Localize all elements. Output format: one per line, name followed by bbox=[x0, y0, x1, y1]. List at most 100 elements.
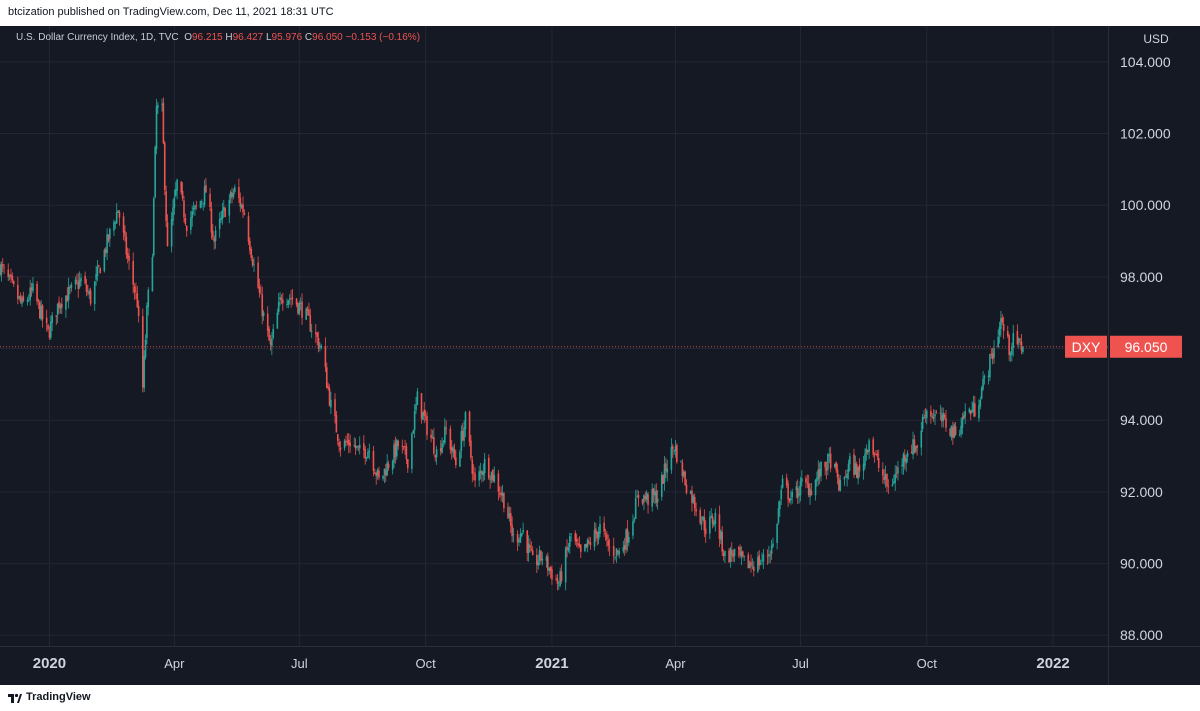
candle-body bbox=[84, 275, 86, 284]
candle-body bbox=[958, 433, 961, 435]
candle-body bbox=[750, 561, 752, 566]
candle-body bbox=[115, 212, 118, 224]
candle-body bbox=[343, 440, 346, 449]
candle-body bbox=[176, 179, 178, 191]
candle-body bbox=[404, 446, 406, 448]
candle-body bbox=[814, 479, 817, 496]
candle-body bbox=[367, 451, 369, 459]
time-tick-label: 2020 bbox=[33, 655, 66, 672]
candle-body bbox=[567, 547, 570, 551]
candle-body bbox=[335, 415, 338, 433]
candle-body bbox=[855, 464, 858, 478]
candle-body bbox=[17, 285, 19, 300]
candle-body bbox=[325, 367, 328, 388]
candle-body bbox=[829, 453, 832, 469]
candle-body bbox=[895, 472, 898, 474]
candle-body bbox=[415, 404, 417, 411]
candle-body bbox=[674, 446, 677, 452]
candle-body bbox=[1006, 331, 1009, 336]
candle-body bbox=[945, 417, 947, 428]
candle-body bbox=[663, 463, 666, 483]
candle-body bbox=[695, 508, 697, 512]
candle-body bbox=[272, 328, 275, 338]
candle-body bbox=[603, 522, 605, 532]
tradingview-logo-icon bbox=[8, 693, 22, 703]
candle-body bbox=[588, 541, 590, 543]
candle-body bbox=[482, 471, 485, 476]
candle-body bbox=[632, 521, 634, 536]
candle-body bbox=[1000, 318, 1002, 329]
candle-body bbox=[19, 296, 22, 302]
candle-body bbox=[339, 447, 342, 450]
candle-body bbox=[10, 274, 12, 278]
candle-body bbox=[498, 493, 501, 495]
candle-body bbox=[0, 264, 3, 275]
candle-body bbox=[203, 186, 206, 205]
candle-body bbox=[963, 415, 965, 419]
candle-body bbox=[721, 531, 723, 552]
candle-body bbox=[741, 551, 744, 557]
candle-body bbox=[604, 533, 607, 534]
candle-body bbox=[685, 484, 688, 494]
price-tick-label: 92.000 bbox=[1120, 484, 1163, 500]
legend: U.S. Dollar Currency Index, 1D, TVC O96.… bbox=[16, 32, 420, 43]
time-tick-label: 2022 bbox=[1036, 655, 1069, 672]
candle-body bbox=[836, 469, 839, 478]
candle-body bbox=[1009, 353, 1012, 356]
candle-body bbox=[665, 463, 667, 471]
candle-body bbox=[702, 516, 704, 521]
candle-body bbox=[673, 450, 675, 452]
candle-body bbox=[643, 495, 645, 503]
candle-body bbox=[1, 264, 4, 267]
candle-body bbox=[752, 566, 755, 571]
candle-body bbox=[383, 468, 386, 475]
candle-body bbox=[426, 415, 428, 436]
candle-body bbox=[80, 277, 82, 282]
candle-body bbox=[301, 301, 303, 318]
price-tick-label: 98.000 bbox=[1120, 269, 1163, 285]
candle-body bbox=[838, 477, 840, 491]
candle-body bbox=[305, 308, 307, 320]
candle-body bbox=[411, 433, 413, 469]
candle-body bbox=[825, 467, 828, 471]
candle-body bbox=[729, 548, 732, 562]
candle-body bbox=[903, 455, 906, 462]
candle-body bbox=[731, 550, 733, 555]
candle-body bbox=[269, 340, 272, 345]
candle-body bbox=[135, 291, 137, 293]
candle-body bbox=[166, 222, 169, 247]
candle-body bbox=[184, 218, 187, 224]
candle-body bbox=[883, 476, 886, 480]
candle-body bbox=[439, 447, 442, 452]
candle-body bbox=[93, 281, 96, 305]
candle-body bbox=[228, 199, 231, 216]
candle-body bbox=[257, 262, 259, 288]
candle-body bbox=[470, 440, 472, 459]
candle-body bbox=[520, 533, 523, 536]
candle-body bbox=[993, 348, 995, 358]
candle-body bbox=[875, 453, 877, 455]
candle-body bbox=[96, 266, 99, 276]
candlestick-chart[interactable]: 104.000102.000100.00098.00096.00094.0009… bbox=[0, 26, 1200, 685]
candle-body bbox=[824, 461, 826, 468]
candle-body bbox=[991, 353, 994, 360]
candle-body bbox=[584, 544, 586, 552]
candle-body bbox=[989, 353, 991, 378]
candle-body bbox=[577, 542, 579, 545]
candle-body bbox=[295, 298, 298, 305]
candle-body bbox=[165, 191, 167, 222]
candle-body bbox=[330, 399, 332, 408]
chart-area[interactable]: 104.000102.000100.00098.00096.00094.0009… bbox=[0, 26, 1200, 685]
candle-body bbox=[747, 554, 750, 569]
candle-body bbox=[464, 412, 467, 430]
candle-body bbox=[133, 286, 136, 293]
currency-label[interactable]: USD bbox=[1143, 32, 1169, 46]
candle-body bbox=[401, 445, 404, 447]
candle-body bbox=[828, 454, 831, 456]
candle-body bbox=[347, 439, 350, 445]
candle-body bbox=[921, 417, 924, 429]
candle-body bbox=[768, 554, 770, 557]
candle-body bbox=[710, 515, 713, 518]
candle-body bbox=[798, 493, 800, 496]
candle-body bbox=[785, 477, 788, 486]
